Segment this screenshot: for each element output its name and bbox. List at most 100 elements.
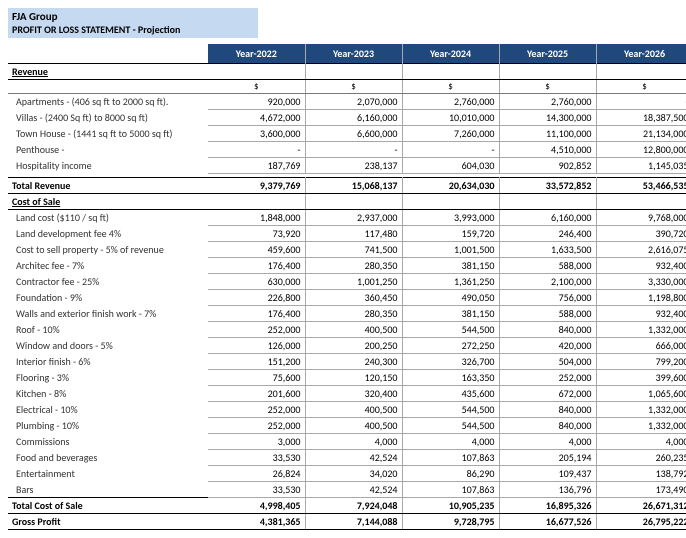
cell: 3,600,000 <box>208 126 305 142</box>
cell: 1,848,000 <box>208 210 305 226</box>
row-label: Electrical - 10% <box>8 402 208 418</box>
cost-row: Land cost ($110 / sq ft)1,848,0002,937,0… <box>8 210 686 226</box>
blank <box>402 194 499 210</box>
blank <box>596 64 686 80</box>
cell: 840,000 <box>499 402 596 418</box>
cell: 360,450 <box>305 290 402 306</box>
cost-row: Walls and exterior finish work - 7%176,4… <box>8 306 686 322</box>
currency-symbol: $ <box>305 80 402 94</box>
cost-row: Window and doors - 5%126,000200,250272,2… <box>8 338 686 354</box>
cell: 1,332,000 <box>596 418 686 434</box>
cell: 18,387,500 <box>596 110 686 126</box>
cell: 53,466,535 <box>596 178 686 194</box>
row-label: Window and doors - 5% <box>8 338 208 354</box>
cost-row: Contractor fee - 25%630,0001,001,2501,36… <box>8 274 686 290</box>
cell: 240,300 <box>305 354 402 370</box>
blank <box>208 64 305 80</box>
cell: 2,760,000 <box>499 94 596 110</box>
cell: 4,000 <box>305 434 402 450</box>
cell: 3,000 <box>208 434 305 450</box>
cell: 840,000 <box>499 418 596 434</box>
cell: 1,001,250 <box>305 274 402 290</box>
cell: 840,000 <box>499 322 596 338</box>
revenue-row: Hospitality income187,769238,137604,0309… <box>8 158 686 174</box>
cell: 2,937,000 <box>305 210 402 226</box>
cell: 272,250 <box>402 338 499 354</box>
cell: 16,895,326 <box>499 498 596 514</box>
cell: 86,290 <box>402 466 499 482</box>
cell: 435,600 <box>402 386 499 402</box>
col-year-2023: Year-2023 <box>305 44 402 64</box>
cell: 6,160,000 <box>499 210 596 226</box>
cell: 2,100,000 <box>499 274 596 290</box>
cell: 544,500 <box>402 322 499 338</box>
cell: 163,350 <box>402 370 499 386</box>
cell: 1,332,000 <box>596 402 686 418</box>
blank <box>208 194 305 210</box>
cell: 4,998,405 <box>208 498 305 514</box>
cell: 544,500 <box>402 418 499 434</box>
cost-row: Entertainment26,82434,02086,290109,43713… <box>8 466 686 482</box>
cell: 15,068,137 <box>305 178 402 194</box>
cell: 73,920 <box>208 226 305 242</box>
cell: 7,260,000 <box>402 126 499 142</box>
cell: 9,728,795 <box>402 514 499 530</box>
cell: 260,235 <box>596 450 686 466</box>
cell: 3,330,000 <box>596 274 686 290</box>
row-label: Land cost ($110 / sq ft) <box>8 210 208 226</box>
cell: 201,600 <box>208 386 305 402</box>
row-label: Land development fee 4% <box>8 226 208 242</box>
pl-table: Year-2022 Year-2023 Year-2024 Year-2025 … <box>8 44 686 530</box>
row-label: Walls and exterior finish work - 7% <box>8 306 208 322</box>
company-name: FJA Group <box>12 10 254 23</box>
cell: 1,198,800 <box>596 290 686 306</box>
row-label: Foundation - 9% <box>8 290 208 306</box>
cost-row: Foundation - 9%226,800360,450490,050756,… <box>8 290 686 306</box>
cell: 420,000 <box>499 338 596 354</box>
currency-symbol: $ <box>499 80 596 94</box>
cell: 1,633,500 <box>499 242 596 258</box>
cell: 280,350 <box>305 306 402 322</box>
cell: 400,500 <box>305 322 402 338</box>
gross-profit-label: Gross Profit <box>8 514 208 530</box>
currency-row: $$$$$ <box>8 80 686 94</box>
cell: 75,600 <box>208 370 305 386</box>
cost-row: Flooring - 3%75,600120,150163,350252,000… <box>8 370 686 386</box>
cell: 504,000 <box>499 354 596 370</box>
cell: 176,400 <box>208 306 305 322</box>
cell: - <box>208 142 305 158</box>
cell: 672,000 <box>499 386 596 402</box>
blank <box>499 194 596 210</box>
cell: 136,796 <box>499 482 596 498</box>
cell: 200,250 <box>305 338 402 354</box>
cell: 4,000 <box>596 434 686 450</box>
cell: 400,500 <box>305 418 402 434</box>
total-cost-label: Total Cost of Sale <box>8 498 208 514</box>
row-label: Food and beverages <box>8 450 208 466</box>
cell: 2,760,000 <box>402 94 499 110</box>
cell: 799,200 <box>596 354 686 370</box>
cost-row: Roof - 10%252,000400,500544,500840,0001,… <box>8 322 686 338</box>
cell: 151,200 <box>208 354 305 370</box>
revenue-row: Apartments - (406 sq ft to 2000 sq ft).9… <box>8 94 686 110</box>
cell: 4,381,365 <box>208 514 305 530</box>
cost-row: Land development fee 4%73,920117,480159,… <box>8 226 686 242</box>
gross-profit-row: Gross Profit4,381,3657,144,0889,728,7951… <box>8 514 686 530</box>
year-header-row: Year-2022 Year-2023 Year-2024 Year-2025 … <box>8 44 686 64</box>
cell: 109,437 <box>499 466 596 482</box>
revenue-row: Villas - (2400 Sq ft) to 8000 sq ft)4,67… <box>8 110 686 126</box>
row-label: Town House - (1441 sq ft to 5000 sq ft) <box>8 126 208 142</box>
cell: 1,001,500 <box>402 242 499 258</box>
report-header: FJA Group PROFIT OR LOSS STATEMENT - Pro… <box>8 8 258 38</box>
cell: 932,400 <box>596 306 686 322</box>
cell: 176,400 <box>208 258 305 274</box>
cell: 280,350 <box>305 258 402 274</box>
cell: 173,490 <box>596 482 686 498</box>
cell: 33,572,852 <box>499 178 596 194</box>
blank <box>305 194 402 210</box>
cell: 7,144,088 <box>305 514 402 530</box>
cell: 4,672,000 <box>208 110 305 126</box>
cell: 107,863 <box>402 450 499 466</box>
cost-section-header: Cost of Sale <box>8 194 686 210</box>
cell: 16,677,526 <box>499 514 596 530</box>
